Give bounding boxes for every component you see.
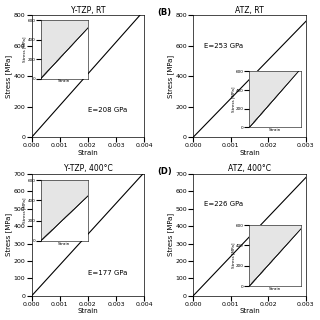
Text: (B): (B)	[157, 8, 171, 17]
X-axis label: Strain: Strain	[77, 150, 98, 156]
Title: Y-TZP, RT: Y-TZP, RT	[71, 5, 105, 14]
Title: ATZ, 400°C: ATZ, 400°C	[228, 164, 271, 173]
Text: (D): (D)	[157, 167, 172, 176]
Text: E=177 GPa: E=177 GPa	[88, 270, 127, 276]
Title: ATZ, RT: ATZ, RT	[235, 5, 264, 14]
Y-axis label: Stress [MPa]: Stress [MPa]	[167, 55, 174, 98]
Y-axis label: Stress [MPa]: Stress [MPa]	[5, 213, 12, 256]
Text: E=253 GPa: E=253 GPa	[204, 43, 244, 49]
Y-axis label: Stress [MPa]: Stress [MPa]	[167, 213, 174, 256]
X-axis label: Strain: Strain	[239, 150, 260, 156]
Title: Y-TZP, 400°C: Y-TZP, 400°C	[64, 164, 112, 173]
Text: E=208 GPa: E=208 GPa	[88, 107, 127, 113]
X-axis label: Strain: Strain	[77, 308, 98, 315]
Y-axis label: Stress [MPa]: Stress [MPa]	[5, 55, 12, 98]
Text: E=226 GPa: E=226 GPa	[204, 201, 244, 206]
X-axis label: Strain: Strain	[239, 308, 260, 315]
